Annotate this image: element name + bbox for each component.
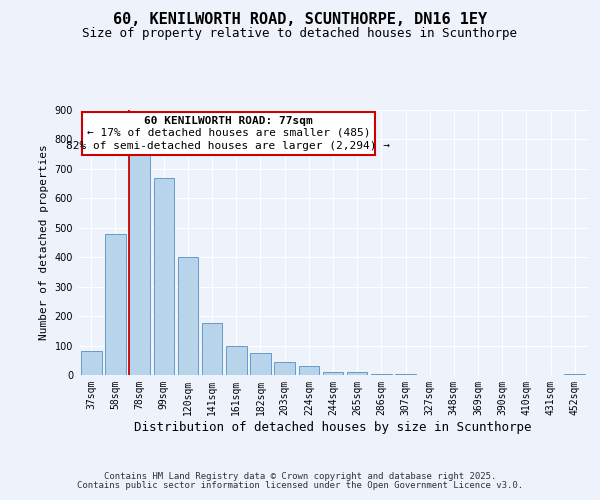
Bar [105, 234, 126, 375]
Bar [565, 374, 585, 375]
Bar [371, 374, 392, 375]
Bar [226, 346, 247, 375]
Bar [395, 374, 416, 375]
Bar [154, 178, 174, 375]
X-axis label: Distribution of detached houses by size in Scunthorpe: Distribution of detached houses by size … [134, 420, 532, 434]
Text: Contains public sector information licensed under the Open Government Licence v3: Contains public sector information licen… [77, 481, 523, 490]
Text: 60, KENILWORTH ROAD, SCUNTHORPE, DN16 1EY: 60, KENILWORTH ROAD, SCUNTHORPE, DN16 1E… [113, 12, 487, 28]
Bar [299, 366, 319, 375]
Text: Size of property relative to detached houses in Scunthorpe: Size of property relative to detached ho… [83, 28, 517, 40]
Bar [347, 372, 367, 375]
Bar [250, 353, 271, 375]
Bar [274, 362, 295, 375]
Bar [178, 257, 198, 375]
Bar [202, 324, 223, 375]
Bar [323, 372, 343, 375]
Text: ← 17% of detached houses are smaller (485): ← 17% of detached houses are smaller (48… [86, 128, 370, 138]
Text: 60 KENILWORTH ROAD: 77sqm: 60 KENILWORTH ROAD: 77sqm [144, 116, 313, 126]
Text: Contains HM Land Registry data © Crown copyright and database right 2025.: Contains HM Land Registry data © Crown c… [104, 472, 496, 481]
Bar [81, 352, 101, 375]
Bar [130, 154, 150, 375]
Y-axis label: Number of detached properties: Number of detached properties [39, 144, 49, 340]
Text: 82% of semi-detached houses are larger (2,294) →: 82% of semi-detached houses are larger (… [67, 140, 391, 150]
